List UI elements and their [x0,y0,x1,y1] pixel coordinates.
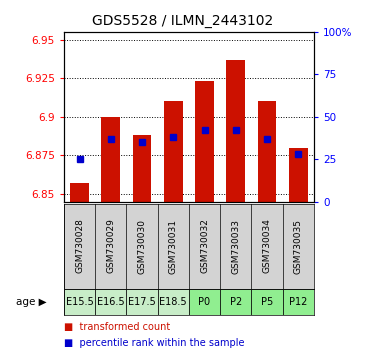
Text: GSM730035: GSM730035 [294,218,303,274]
Text: E15.5: E15.5 [66,297,93,307]
Text: GSM730030: GSM730030 [138,218,146,274]
Bar [70,183,89,202]
Bar [195,81,214,202]
Bar [258,101,276,202]
Bar [95,289,126,315]
Text: GSM730028: GSM730028 [75,218,84,274]
Text: E18.5: E18.5 [160,297,187,307]
Text: P0: P0 [199,297,211,307]
Text: ■  percentile rank within the sample: ■ percentile rank within the sample [64,338,245,348]
Text: GSM730032: GSM730032 [200,218,209,274]
Text: age ▶: age ▶ [16,297,47,307]
Text: GSM730033: GSM730033 [231,218,240,274]
Text: P2: P2 [230,297,242,307]
Bar [158,289,189,315]
Text: P12: P12 [289,297,307,307]
Text: ■  transformed count: ■ transformed count [64,322,170,332]
Bar [289,148,308,202]
Text: GSM730031: GSM730031 [169,218,178,274]
Bar [189,289,220,315]
Text: P5: P5 [261,297,273,307]
Bar [220,289,251,315]
Bar [64,289,95,315]
Text: GSM730034: GSM730034 [262,218,272,274]
Text: GSM730029: GSM730029 [106,218,115,274]
Bar [132,135,151,202]
Text: E16.5: E16.5 [97,297,124,307]
Bar [126,289,158,315]
Bar [283,289,314,315]
Bar [226,60,245,202]
Text: GDS5528 / ILMN_2443102: GDS5528 / ILMN_2443102 [92,14,273,28]
Bar [251,289,283,315]
Bar [164,101,182,202]
Bar [101,117,120,202]
Text: E17.5: E17.5 [128,297,156,307]
